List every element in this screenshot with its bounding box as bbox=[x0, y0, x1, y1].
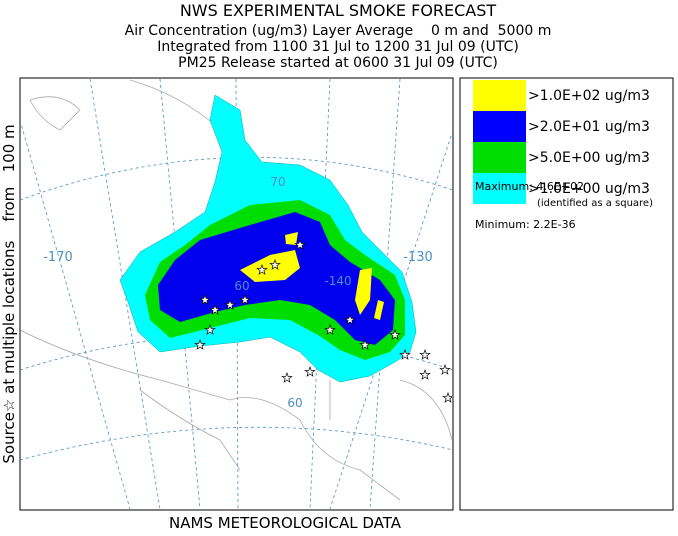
map-label: 70 bbox=[270, 175, 285, 189]
map-label: -170 bbox=[43, 250, 73, 265]
footer: NAMS METEOROLOGICAL DATA bbox=[169, 514, 402, 532]
legend-swatch bbox=[473, 80, 526, 111]
subtitle: PM25 Release started at 0600 31 Jul 09 (… bbox=[178, 55, 498, 71]
legend-label: >1.0E+02 ug/m3 bbox=[528, 88, 650, 104]
subtitle: Integrated from 1100 31 Jul to 1200 31 J… bbox=[157, 39, 519, 55]
map-label: -140 bbox=[324, 274, 351, 288]
legend-label: >2.0E+01 ug/m3 bbox=[528, 119, 650, 135]
legend-maximum: Maximum: 4.6E+02 bbox=[475, 180, 584, 193]
title: NWS EXPERIMENTAL SMOKE FORECAST bbox=[180, 1, 497, 20]
legend-label: >5.0E+00 ug/m3 bbox=[528, 150, 650, 166]
subtitle: Air Concentration (ug/m3) Layer Average … bbox=[125, 23, 552, 39]
legend-label: >1.0E+00 ug/m3 bbox=[528, 181, 650, 197]
map: -170 -130 70 60 60 -140 bbox=[21, 79, 452, 509]
map-label: -130 bbox=[403, 250, 433, 265]
legend: >1.0E+02 ug/m3 >2.0E+01 ug/m3 >5.0E+00 ug/… bbox=[473, 80, 650, 204]
smoke-yellow bbox=[240, 232, 384, 320]
side-label: Source☆ at multiple locations from 100 m bbox=[0, 124, 18, 463]
legend-maximum-note: (identified as a square) bbox=[537, 198, 653, 209]
map-label: 60 bbox=[234, 279, 249, 293]
legend-swatch bbox=[473, 111, 526, 142]
map-label: 60 bbox=[287, 396, 302, 410]
legend-swatch bbox=[473, 142, 526, 173]
legend-swatch bbox=[473, 173, 526, 204]
legend-minimum: Minimum: 2.2E-36 bbox=[475, 218, 576, 231]
